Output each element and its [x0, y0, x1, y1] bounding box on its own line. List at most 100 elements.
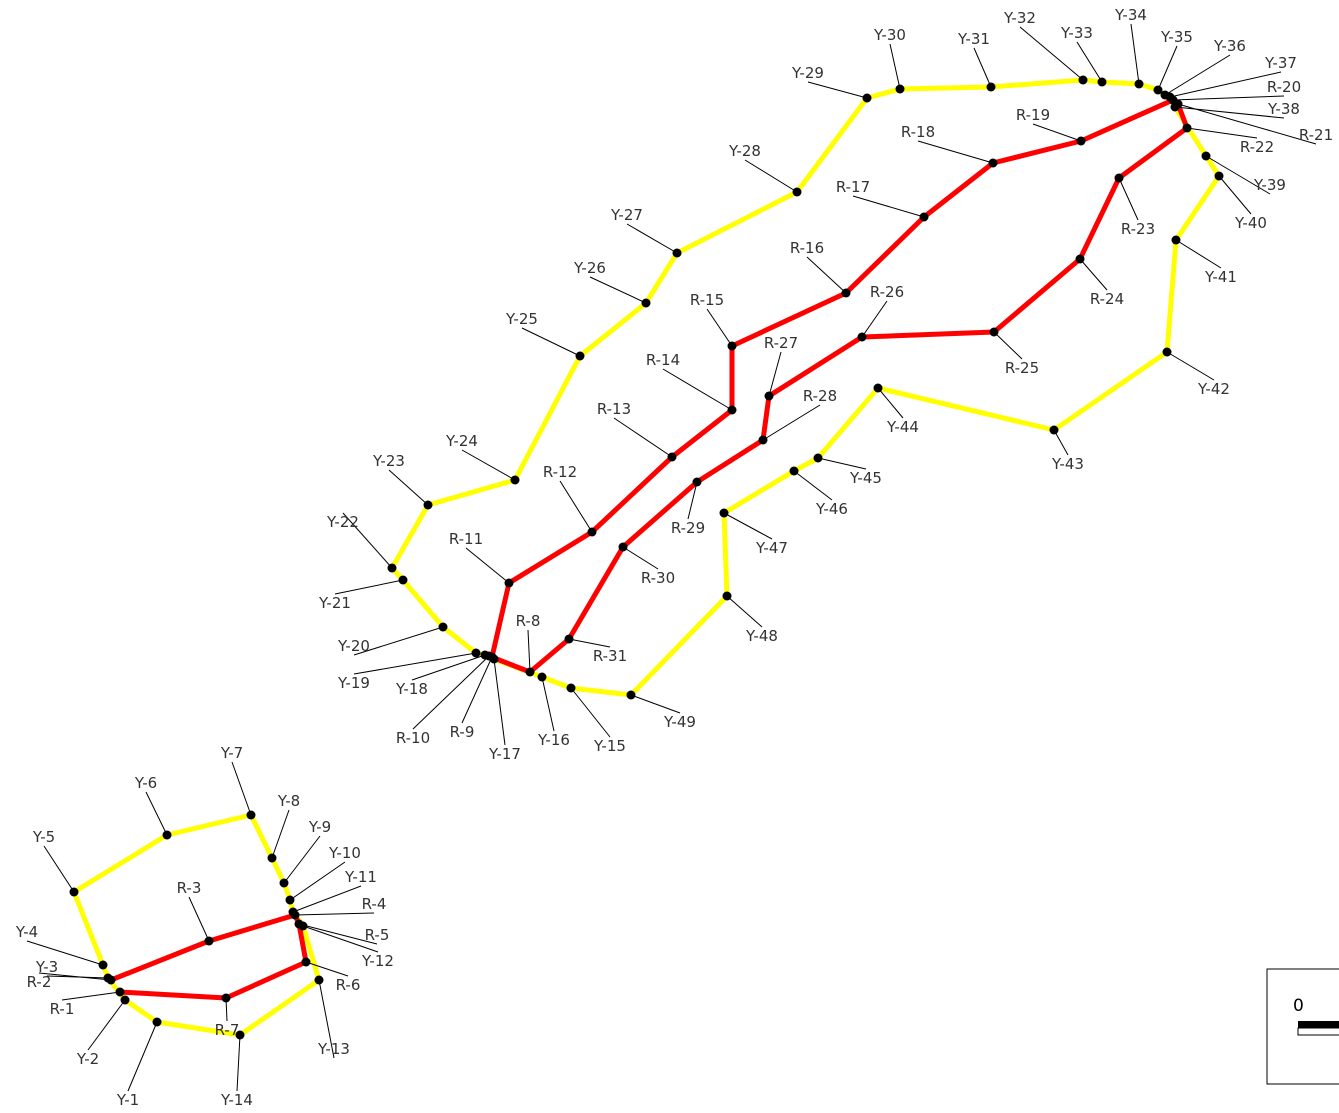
point-y-21 — [398, 575, 408, 585]
label-y-26: Y-26 — [573, 259, 606, 277]
leader-y-24 — [461, 449, 516, 481]
point-y-22 — [387, 563, 397, 573]
label-y-19: Y-19 — [337, 674, 370, 692]
point-r-11 — [504, 578, 514, 588]
leader-y-28 — [744, 159, 798, 193]
leader-r-6 — [305, 961, 349, 977]
leader-r-2 — [38, 972, 112, 981]
point-y-15 — [566, 683, 576, 693]
leader-y-26 — [589, 276, 647, 304]
leader-y-17 — [493, 658, 506, 746]
point-y-19 — [471, 648, 481, 658]
label-y-43: Y-43 — [1051, 455, 1084, 473]
label-y-36: Y-36 — [1213, 37, 1246, 55]
label-y-45: Y-45 — [849, 469, 882, 487]
label-r-31: R-31 — [593, 647, 627, 665]
point-y-41 — [1171, 235, 1181, 245]
leader-y-34 — [1130, 23, 1140, 85]
leader-r-19 — [1032, 123, 1082, 142]
label-r-26: R-26 — [870, 283, 904, 301]
point-r-27 — [764, 391, 774, 401]
leader-y-11 — [292, 885, 362, 913]
leader-r-4 — [294, 912, 375, 916]
leader-y-23 — [388, 469, 429, 506]
leader-r-20 — [1172, 95, 1285, 101]
leader-y-40 — [1218, 175, 1252, 215]
leader-y-49 — [630, 694, 681, 714]
label-y-34: Y-34 — [1114, 6, 1147, 24]
leader-y-5 — [43, 845, 75, 893]
leader-r-30 — [622, 546, 659, 570]
leader-lines-layer — [26, 23, 1317, 1092]
label-r-28: R-28 — [803, 387, 837, 405]
label-y-28: Y-28 — [728, 142, 761, 160]
label-y-30: Y-30 — [873, 26, 906, 44]
label-y-47: Y-47 — [755, 539, 788, 557]
label-y-13: Y-13 — [317, 1040, 350, 1058]
leader-y-6 — [145, 791, 168, 836]
point-r-1 — [115, 987, 125, 997]
label-y-20: Y-20 — [337, 637, 370, 655]
leader-r-9 — [461, 656, 493, 724]
point-r-28 — [758, 435, 768, 445]
label-r-22: R-22 — [1240, 138, 1274, 156]
yellow-route-upper — [389, 77, 1222, 698]
leader-y-39 — [1205, 155, 1271, 195]
leader-y-47 — [723, 512, 773, 540]
leader-y-45 — [817, 457, 867, 470]
point-r-16 — [841, 288, 851, 298]
label-y-27: Y-27 — [610, 206, 643, 224]
point-y-7 — [246, 810, 256, 820]
point-r-13 — [667, 452, 677, 462]
point-y-32 — [1078, 75, 1088, 85]
point-y-16 — [537, 672, 547, 682]
label-r-12: R-12 — [543, 463, 577, 481]
red-route-lower-b — [117, 921, 309, 1001]
leader-r-8 — [527, 629, 531, 673]
leader-r-26 — [861, 300, 888, 338]
leader-r-23 — [1118, 177, 1139, 221]
leader-y-35 — [1157, 45, 1178, 91]
point-y-48 — [722, 591, 732, 601]
leader-r-21 — [1177, 103, 1317, 145]
label-y-18: Y-18 — [395, 680, 428, 698]
leader-r-13 — [613, 417, 673, 458]
label-y-6: Y-6 — [134, 774, 157, 792]
label-y-41: Y-41 — [1204, 268, 1237, 286]
point-y-10 — [285, 895, 295, 905]
leader-y-20 — [353, 626, 444, 656]
label-r-10: R-10 — [396, 729, 430, 747]
leader-y-42 — [1166, 351, 1215, 381]
leader-y-31 — [973, 47, 992, 88]
label-y-15: Y-15 — [593, 737, 626, 755]
leader-y-21 — [334, 579, 404, 595]
point-y-29 — [862, 93, 872, 103]
label-y-46: Y-46 — [815, 500, 848, 518]
label-y-39: Y-39 — [1253, 176, 1286, 194]
point-y-39 — [1201, 151, 1211, 161]
leader-y-8 — [271, 809, 290, 859]
leader-y-12 — [302, 925, 379, 953]
leader-r-11 — [465, 547, 510, 584]
leader-y-33 — [1076, 41, 1103, 83]
point-y-28 — [792, 187, 802, 197]
point-r-23 — [1114, 173, 1124, 183]
label-y-14: Y-14 — [220, 1091, 253, 1109]
label-y-10: Y-10 — [328, 844, 361, 862]
leader-r-15 — [706, 308, 733, 347]
point-r-12 — [587, 527, 597, 537]
leader-r-10 — [412, 655, 490, 730]
point-y-31 — [986, 82, 996, 92]
point-y-33 — [1097, 77, 1107, 87]
label-y-32: Y-32 — [1003, 9, 1036, 27]
label-r-17: R-17 — [836, 178, 870, 196]
leader-y-43 — [1053, 429, 1069, 456]
leader-y-7 — [231, 761, 252, 816]
point-r-4 — [290, 910, 300, 920]
label-y-24: Y-24 — [445, 432, 478, 450]
label-y-40: Y-40 — [1234, 214, 1267, 232]
point-y-44 — [873, 383, 883, 393]
label-r-24: R-24 — [1090, 290, 1124, 308]
label-y-23: Y-23 — [372, 452, 405, 470]
leader-r-1 — [61, 991, 121, 1001]
